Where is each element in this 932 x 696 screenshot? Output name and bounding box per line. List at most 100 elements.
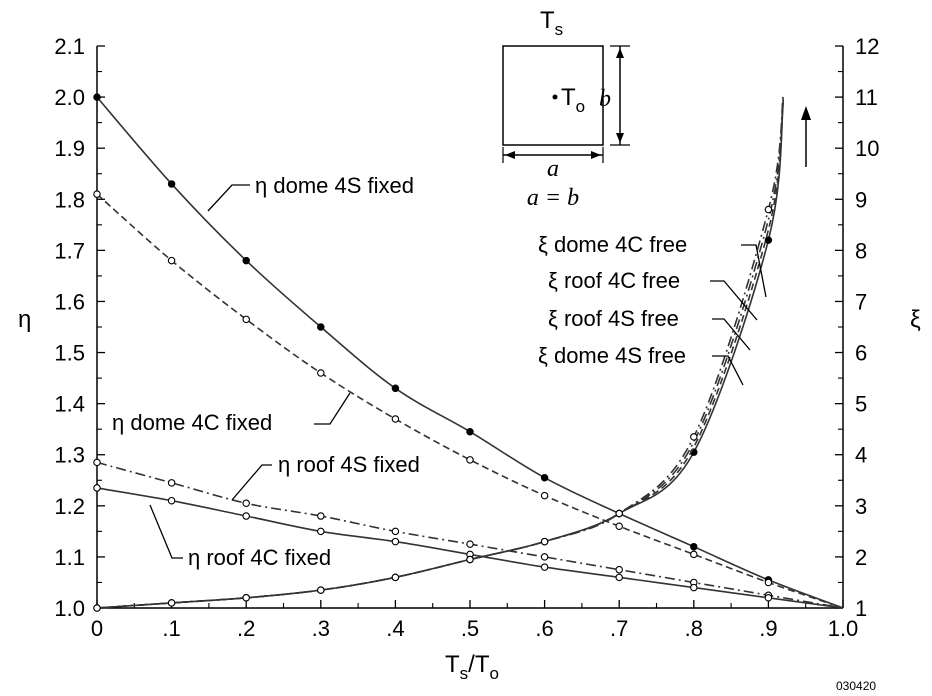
annotation-leader: [741, 244, 767, 298]
x-tick-label: .7: [610, 616, 628, 641]
annotation-leader: [149, 504, 183, 559]
series-line: [96, 96, 844, 609]
data-point: [93, 604, 101, 612]
data-point: [540, 491, 549, 500]
data-point: [391, 384, 400, 393]
x-axis-title: Ts/To: [445, 651, 499, 683]
inset-diagram: Ts To b a a = b: [502, 7, 630, 211]
inset-equation: a = b: [527, 185, 579, 211]
annotation-leader: [712, 355, 744, 386]
x-tick-label: .9: [759, 616, 777, 641]
y-left-tick-label: 2.1: [54, 34, 85, 59]
data-point: [242, 315, 250, 324]
y-right-tick-label: 3: [855, 494, 867, 519]
data-point: [242, 594, 250, 602]
data-point: [391, 537, 400, 546]
data-point: [317, 369, 325, 377]
x-tick-label: .5: [461, 616, 479, 641]
data-point: [317, 586, 325, 594]
x-axis-title-main: T: [445, 651, 460, 678]
x-tick-label: 1.0: [828, 616, 859, 641]
inset-a-arrow-left: [505, 151, 515, 159]
series-line: [96, 193, 844, 609]
data-point: [242, 499, 250, 508]
data-point: [615, 509, 623, 518]
x-axis-title-sub: s: [460, 664, 469, 683]
series-line: [96, 461, 844, 609]
data-point: [93, 93, 101, 101]
data-point: [93, 190, 101, 198]
data-point: [391, 527, 400, 536]
inset-top-label: T: [540, 7, 555, 34]
data-point: [690, 583, 698, 592]
data-point: [764, 205, 773, 214]
y-left-tick-label: 1.1: [54, 545, 85, 570]
annotation-label: ξ roof 4S free: [548, 306, 679, 331]
y-right-tick-label: 10: [855, 136, 879, 161]
y-left-tick-label: 1.9: [54, 136, 85, 161]
y-right-tick-label: 6: [855, 341, 867, 366]
data-point: [167, 599, 176, 607]
x-tick-label: .4: [386, 616, 404, 641]
data-point: [242, 512, 250, 520]
y-right-tick-label: 7: [855, 289, 867, 314]
y-left-tick-label: 1.7: [54, 238, 85, 263]
y-left-tick-label: 1.3: [54, 443, 85, 468]
inset-b-arrow-bottom: [616, 133, 624, 143]
annotation-label: η roof 4C fixed: [188, 545, 331, 570]
annotation-label: ξ roof 4C free: [548, 268, 680, 293]
svg-text:Ts/To: Ts/To: [445, 651, 499, 683]
x-tick-label: .6: [535, 616, 553, 641]
data-point: [690, 433, 698, 441]
x-tick-label: .2: [237, 616, 255, 641]
y-left-tick-label: 1.0: [54, 596, 85, 621]
x-axis-title-sep: /T: [468, 651, 490, 678]
data-point: [167, 496, 176, 505]
annotation-label: η roof 4S fixed: [278, 452, 420, 477]
inset-top-label-sub: s: [555, 20, 564, 39]
y-right-tick-label: 9: [855, 187, 867, 212]
annotation-leader: [207, 184, 250, 212]
data-point: [540, 563, 549, 571]
data-point: [615, 573, 623, 582]
annotation-leader: [712, 318, 751, 351]
x-tick-label: .8: [685, 616, 703, 641]
svg-text:Ts: Ts: [540, 7, 563, 39]
data-point: [391, 415, 400, 423]
x-tick-label: 0: [91, 616, 103, 641]
figure-number: 030420: [836, 679, 876, 693]
series-layer: [93, 93, 844, 612]
annotation-label: ξ dome 4C free: [538, 232, 687, 257]
y-right-tick-label: 8: [855, 238, 867, 263]
data-point: [167, 479, 176, 487]
data-point: [317, 512, 325, 520]
annotation-label: ξ dome 4S free: [538, 343, 686, 368]
x-axis: 0 .1 .2 .3 .4 .5 .6 .7 .8 .9 1.0: [91, 600, 858, 641]
data-point: [466, 555, 474, 564]
data-point: [317, 323, 325, 331]
x-axis-title-sub2: o: [490, 664, 499, 683]
x-tick-label: .1: [162, 616, 180, 641]
data-point: [242, 256, 250, 265]
annotation-leader: [314, 392, 351, 425]
data-point: [615, 565, 623, 574]
data-point: [167, 256, 176, 265]
inset-center-dot: [552, 94, 558, 100]
y-right-axis-title: ξ: [910, 306, 921, 333]
annotation-leader: [231, 464, 272, 501]
data-point: [540, 473, 549, 482]
data-point: [167, 180, 176, 188]
y-left-axis-title: η: [18, 306, 31, 333]
y-right-tick-label: 1: [855, 596, 867, 621]
y-left-tick-label: 1.6: [54, 289, 85, 314]
y-right-tick-label: 4: [855, 443, 867, 468]
inset-square: [502, 45, 604, 146]
inset-center-label: T: [561, 84, 576, 111]
inset-side-label: b: [599, 86, 611, 112]
y-left-tick-label: 1.4: [54, 392, 85, 417]
data-point: [690, 542, 698, 551]
data-point: [764, 594, 773, 602]
